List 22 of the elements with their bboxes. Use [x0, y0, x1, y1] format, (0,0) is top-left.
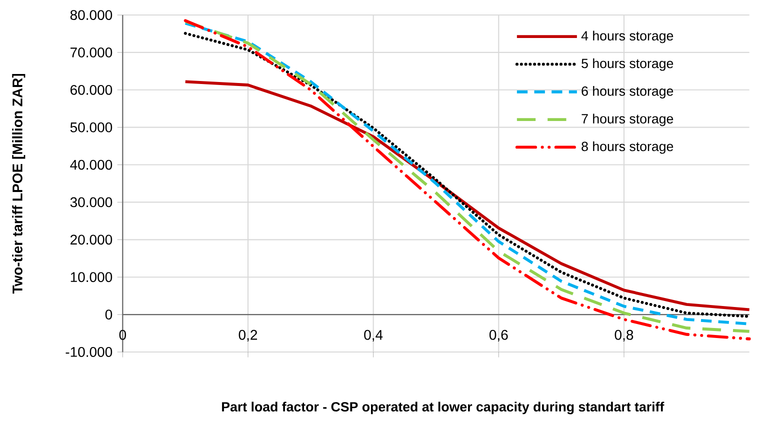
x-tick-label: 0,2 [238, 330, 258, 342]
x-tick-label: 0,6 [489, 330, 508, 342]
x-tick-label: 0,4 [364, 330, 383, 342]
x-tick-label: 0,8 [614, 330, 634, 342]
y-tick-label: 40.000 [70, 160, 112, 170]
y-tick-label: 10.000 [70, 272, 112, 282]
legend-label: 4 hours storage [581, 30, 674, 44]
y-tick-label: 70.000 [70, 48, 112, 58]
y-tick-label: 60.000 [70, 84, 112, 95]
y-axis-title: Two-tier tariff LPOE [Million ZAR] [12, 74, 26, 294]
y-tick-label: 20.000 [70, 234, 112, 245]
y-tick-label: 30.000 [70, 197, 112, 208]
y-tick-label: 0 [105, 310, 112, 320]
line-series [184, 80, 751, 312]
x-axis-title: Part load factor - CSP operated at lower capacity during standart tariff [222, 402, 664, 414]
legend-label: 5 hours storage [582, 58, 674, 71]
legend-label: 7 hours storage [582, 114, 674, 126]
y-tick-label: 80.000 [70, 10, 112, 20]
legend-label: 6 hours storage [582, 86, 674, 98]
legend-label: 8 hours storage [582, 141, 674, 154]
y-tick-label: -10.000 [66, 347, 112, 357]
y-tick-label: 50.000 [70, 122, 112, 132]
